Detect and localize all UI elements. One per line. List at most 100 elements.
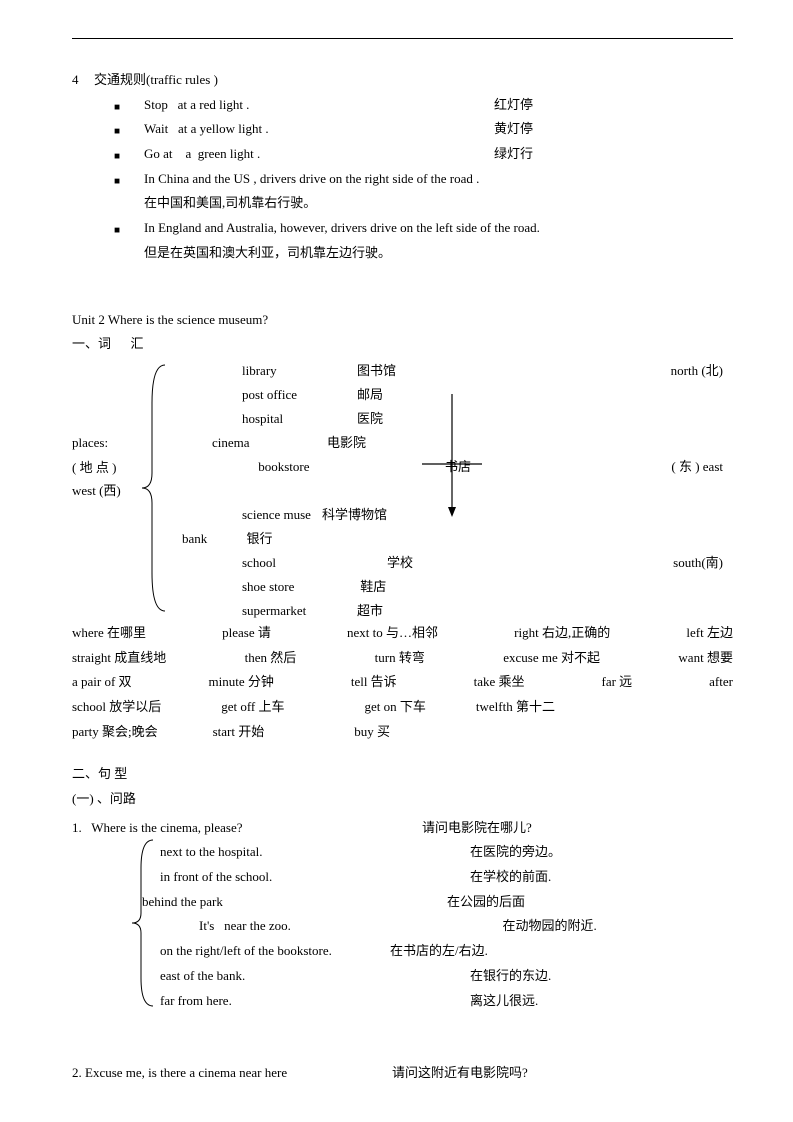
answer-row: on the right/left of the bookstore. 在书店的…	[72, 939, 733, 964]
answer-row: behind the park 在公园的后面	[72, 890, 733, 915]
word: party 聚会;晚会	[72, 720, 158, 745]
vocab-item: science muse	[242, 503, 311, 527]
brace-icon	[140, 363, 170, 613]
section-4-header: 4 交通规则(traffic rules )	[72, 68, 733, 93]
q1-row: 1. Where is the cinema, please? 请问电影院在哪儿…	[72, 816, 733, 841]
word: straight 成直线地	[72, 646, 166, 671]
vocab-item: library	[242, 359, 311, 383]
ans-en: on the right/left of the bookstore.	[160, 939, 390, 964]
places-text2: ( 地 点 )	[72, 456, 116, 481]
vocab-item-cn	[357, 455, 413, 479]
word: please 请	[222, 621, 271, 646]
sec1-title: 一、词 汇	[72, 332, 733, 357]
vocab-item-cn: 邮局	[357, 383, 413, 407]
rule-cn: 绿灯行	[494, 142, 533, 167]
vocab-item: shoe store	[242, 575, 311, 599]
word: start 开始	[213, 720, 265, 745]
vocab-words-row: party 聚会;晚会 start 开始 buy 买	[72, 720, 733, 745]
bullet-icon: ■	[114, 117, 144, 142]
vocab-item-cn: 科学博物馆	[322, 503, 413, 527]
q2-cn: 请问这附近有电影院吗?	[392, 1061, 528, 1086]
word: want 想要	[678, 646, 733, 671]
rule-en: Stop at a red light .	[144, 93, 494, 118]
vocab-item-cn: 电影院	[327, 431, 413, 455]
answer-row: It's near the zoo. 在动物园的附近.	[72, 914, 733, 939]
rule-4: ■ In China and the US , drivers drive on…	[114, 167, 733, 192]
word: left 左边	[686, 621, 733, 646]
ans-en: behind the park	[142, 890, 447, 915]
word: turn 转弯	[375, 646, 425, 671]
compass-arrow-icon	[422, 389, 482, 519]
ans-cn: 在公园的后面	[447, 890, 525, 915]
vocab-item: school	[242, 551, 311, 575]
west-label: west (西)	[72, 479, 121, 504]
vocab-item: post office	[242, 383, 311, 407]
vocab-words-row: school 放学以后 get off 上车 get on 下车 twelfth…	[72, 695, 733, 720]
ans-cn: 离这儿很远.	[470, 989, 538, 1014]
rule-5-cn: 但是在英国和澳大利亚，司机靠左边行驶。	[144, 241, 733, 266]
vocab-item: bookstore	[242, 455, 311, 479]
answer-row: east of the bank. 在银行的东边.	[72, 964, 733, 989]
ans-en: east of the bank.	[160, 964, 470, 989]
q1-cn: 请问电影院在哪儿?	[422, 816, 532, 841]
rule-cn: 黄灯停	[494, 117, 533, 142]
word: minute 分钟	[209, 670, 274, 695]
brace-icon	[130, 838, 158, 1008]
rule-5: ■ In England and Australia, however, dri…	[114, 216, 733, 241]
rule-4-cn: 在中国和美国,司机靠右行驶。	[144, 191, 733, 216]
vocab-item-cn: 医院	[357, 407, 413, 431]
ans-en: It's near the zoo.	[160, 914, 470, 939]
word: where 在哪里	[72, 621, 146, 646]
word: twelfth 第十二	[476, 695, 555, 720]
bullet-icon: ■	[114, 142, 144, 167]
q2-en: 2. Excuse me, is there a cinema near her…	[72, 1061, 392, 1086]
vocab-item: hospital	[242, 407, 311, 431]
section-4-num: 4	[72, 68, 94, 93]
section-4: 4 交通规则(traffic rules ) ■ Stop at a red l…	[72, 68, 733, 266]
vocab-item: supermarket	[242, 599, 311, 623]
unit2-title: Unit 2 Where is the science museum?	[72, 308, 733, 333]
rule-cn: 红灯停	[494, 93, 533, 118]
answer-row: in front of the school. 在学校的前面.	[72, 865, 733, 890]
ans-en: in front of the school.	[160, 865, 470, 890]
sec2-title: 二、句 型	[72, 762, 733, 787]
vocab-item	[242, 479, 311, 503]
word: excuse me 对不起	[503, 646, 600, 671]
ans-cn: 在动物园的附近.	[470, 914, 597, 939]
rule-en: In China and the US , drivers drive on t…	[144, 167, 479, 192]
ans-en: far from here.	[160, 989, 470, 1014]
vocab-words: where 在哪里 please 请 next to 与…相邻 right 右边…	[72, 621, 733, 744]
bullet-icon: ■	[114, 216, 144, 241]
rule-en: In England and Australia, however, drive…	[144, 216, 540, 241]
vocab-item-cn: 超市	[357, 599, 413, 623]
q1-en: 1. Where is the cinema, please?	[72, 816, 422, 841]
word: school 放学以后	[72, 695, 161, 720]
answer-row: far from here. 离这儿很远.	[72, 989, 733, 1014]
ans-cn: 在银行的东边.	[470, 964, 551, 989]
east-label: ( 东 ) east	[671, 455, 723, 480]
vocab-words-row: where 在哪里 please 请 next to 与…相邻 right 右边…	[72, 621, 733, 646]
word: a pair of 双	[72, 670, 132, 695]
word: after	[709, 670, 733, 695]
vocab-item-cn: 学校	[387, 551, 413, 575]
answer-row: next to the hospital. 在医院的旁边。	[72, 840, 733, 865]
rule-2: ■ Wait at a yellow light . 黄灯停	[114, 117, 733, 142]
vocab-words-row: straight 成直线地 then 然后 turn 转弯 excuse me …	[72, 646, 733, 671]
ans-cn: 在学校的前面.	[470, 865, 551, 890]
ans-en: next to the hospital.	[160, 840, 470, 865]
sec2-sub: (一) 、问路	[72, 787, 733, 812]
vocab-col-cn: 图书馆 邮局 医院 电影院 科学博物馆 银行 学校 鞋店 超市	[357, 359, 413, 623]
bullet-icon: ■	[114, 93, 144, 118]
rule-3: ■ Go at a green light . 绿灯行	[114, 142, 733, 167]
vocab-words-row: a pair of 双 minute 分钟 tell 告诉 take 乘坐 fa…	[72, 670, 733, 695]
vocab-item: cinema	[212, 431, 311, 455]
word: then 然后	[245, 646, 297, 671]
places-label: places: ( 地 点 )	[72, 431, 116, 480]
south-label: south(南)	[673, 551, 723, 576]
page-top-rule	[72, 38, 733, 39]
q2-row: 2. Excuse me, is there a cinema near her…	[72, 1061, 733, 1086]
bullet-icon: ■	[114, 167, 144, 192]
ans-cn: 在书店的左/右边.	[390, 939, 488, 964]
vocab-item-cn: 银行	[227, 527, 413, 551]
word: right 右边,正确的	[514, 621, 610, 646]
